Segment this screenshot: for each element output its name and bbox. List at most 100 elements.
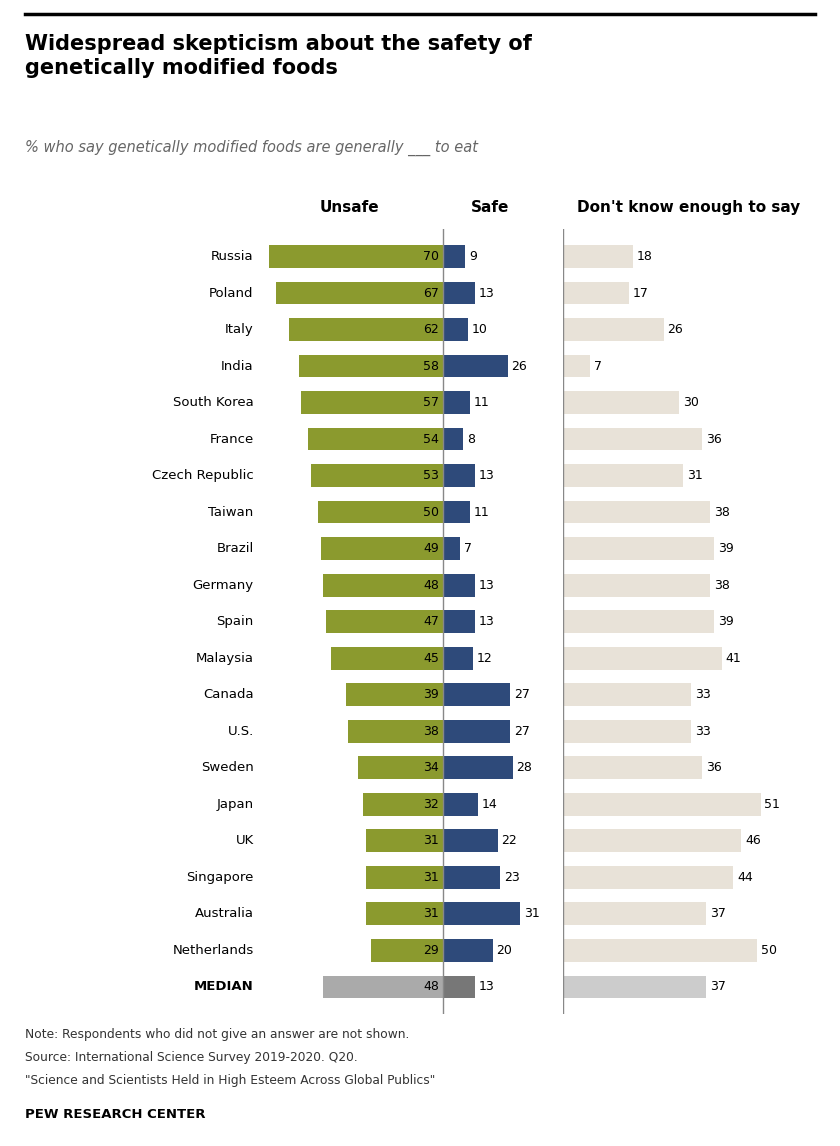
Text: Don't know enough to say: Don't know enough to say bbox=[577, 201, 801, 215]
Text: U.S.: U.S. bbox=[228, 724, 254, 738]
Bar bbox=[443, 793, 478, 816]
Text: 13: 13 bbox=[479, 579, 495, 591]
Bar bbox=[321, 537, 443, 560]
Text: 29: 29 bbox=[423, 944, 439, 957]
Text: 31: 31 bbox=[524, 908, 539, 920]
Bar bbox=[563, 756, 702, 779]
Text: 38: 38 bbox=[423, 724, 439, 738]
Text: Note: Respondents who did not give an answer are not shown.: Note: Respondents who did not give an an… bbox=[25, 1028, 410, 1041]
Bar bbox=[443, 427, 463, 450]
Text: 31: 31 bbox=[423, 908, 439, 920]
Text: 11: 11 bbox=[474, 397, 490, 409]
Text: 62: 62 bbox=[423, 323, 439, 336]
Text: 14: 14 bbox=[481, 798, 497, 810]
Text: 50: 50 bbox=[423, 505, 439, 519]
Text: 22: 22 bbox=[501, 834, 517, 847]
Text: South Korea: South Korea bbox=[173, 397, 254, 409]
Text: 18: 18 bbox=[637, 250, 653, 264]
Text: "Science and Scientists Held in High Esteem Across Global Publics": "Science and Scientists Held in High Est… bbox=[25, 1074, 435, 1086]
Bar bbox=[563, 574, 710, 597]
Bar bbox=[563, 830, 741, 853]
Bar bbox=[563, 319, 664, 340]
Text: 31: 31 bbox=[423, 834, 439, 847]
Bar bbox=[563, 611, 714, 633]
Bar bbox=[563, 939, 757, 961]
Bar bbox=[563, 683, 690, 706]
Text: Malaysia: Malaysia bbox=[196, 652, 254, 665]
Text: 36: 36 bbox=[706, 761, 722, 775]
Bar bbox=[443, 939, 493, 961]
Text: 51: 51 bbox=[764, 798, 780, 810]
Text: Brazil: Brazil bbox=[217, 542, 254, 555]
Bar bbox=[563, 282, 628, 305]
Text: 13: 13 bbox=[479, 615, 495, 628]
Bar bbox=[443, 245, 465, 268]
Bar bbox=[363, 793, 443, 816]
Bar bbox=[563, 793, 760, 816]
Bar bbox=[563, 720, 690, 743]
Bar bbox=[443, 574, 475, 597]
Text: 38: 38 bbox=[714, 579, 730, 591]
Text: 7: 7 bbox=[594, 360, 601, 372]
Text: 41: 41 bbox=[726, 652, 742, 665]
Text: Widespread skepticism about the safety of
genetically modified foods: Widespread skepticism about the safety o… bbox=[25, 34, 532, 78]
Text: Japan: Japan bbox=[217, 798, 254, 810]
Bar bbox=[563, 501, 710, 524]
Text: 45: 45 bbox=[423, 652, 439, 665]
Text: 46: 46 bbox=[745, 834, 761, 847]
Text: 50: 50 bbox=[760, 944, 776, 957]
Bar bbox=[443, 355, 507, 377]
Bar bbox=[443, 756, 512, 779]
Text: 30: 30 bbox=[683, 397, 699, 409]
Bar bbox=[289, 319, 443, 340]
Text: 47: 47 bbox=[423, 615, 439, 628]
Text: Singapore: Singapore bbox=[186, 871, 254, 884]
Bar bbox=[311, 464, 443, 487]
Bar bbox=[308, 427, 443, 450]
Bar bbox=[563, 646, 722, 669]
Text: 13: 13 bbox=[479, 980, 495, 994]
Text: Czech Republic: Czech Republic bbox=[152, 469, 254, 482]
Text: 49: 49 bbox=[423, 542, 439, 555]
Bar bbox=[443, 975, 475, 998]
Text: 12: 12 bbox=[476, 652, 492, 665]
Bar bbox=[443, 830, 498, 853]
Bar bbox=[563, 355, 590, 377]
Bar bbox=[370, 939, 443, 961]
Text: 33: 33 bbox=[695, 689, 711, 701]
Bar bbox=[323, 975, 443, 998]
Bar bbox=[276, 282, 443, 305]
Text: 33: 33 bbox=[695, 724, 711, 738]
Text: 58: 58 bbox=[423, 360, 439, 372]
Bar bbox=[563, 866, 733, 888]
Text: 57: 57 bbox=[423, 397, 439, 409]
Text: 32: 32 bbox=[423, 798, 439, 810]
Text: 38: 38 bbox=[714, 505, 730, 519]
Bar bbox=[563, 427, 702, 450]
Bar bbox=[563, 245, 633, 268]
Bar bbox=[443, 720, 510, 743]
Bar bbox=[563, 537, 714, 560]
Bar bbox=[443, 903, 520, 925]
Text: % who say genetically modified foods are generally ___ to eat: % who say genetically modified foods are… bbox=[25, 140, 478, 156]
Text: 20: 20 bbox=[496, 944, 512, 957]
Text: 53: 53 bbox=[423, 469, 439, 482]
Bar bbox=[443, 611, 475, 633]
Bar bbox=[443, 391, 470, 414]
Bar bbox=[346, 683, 443, 706]
Bar bbox=[443, 683, 510, 706]
Text: France: France bbox=[209, 433, 254, 446]
Bar bbox=[443, 464, 475, 487]
Text: Netherlands: Netherlands bbox=[172, 944, 254, 957]
Text: 48: 48 bbox=[423, 980, 439, 994]
Text: 39: 39 bbox=[423, 689, 439, 701]
Bar bbox=[349, 720, 443, 743]
Text: 31: 31 bbox=[423, 871, 439, 884]
Text: Poland: Poland bbox=[209, 286, 254, 299]
Bar bbox=[269, 245, 443, 268]
Bar bbox=[331, 646, 443, 669]
Text: 11: 11 bbox=[474, 505, 490, 519]
Bar bbox=[298, 355, 443, 377]
Text: 10: 10 bbox=[471, 323, 487, 336]
Text: Source: International Science Survey 2019-2020. Q20.: Source: International Science Survey 201… bbox=[25, 1051, 358, 1063]
